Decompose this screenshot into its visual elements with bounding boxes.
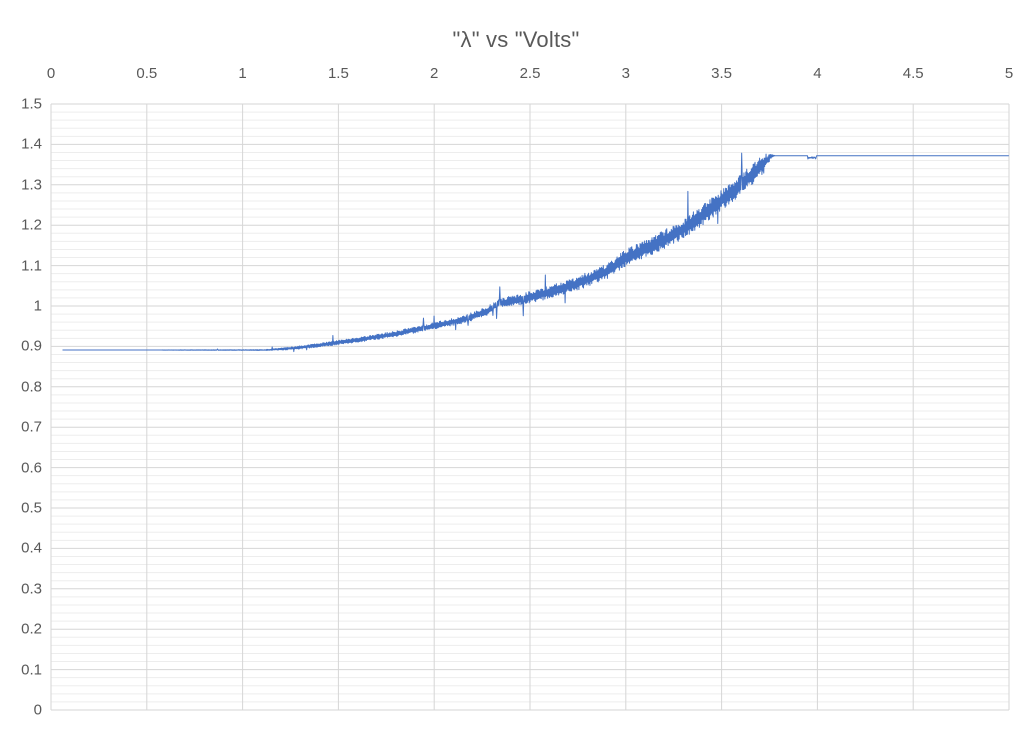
- series-line-lambda: [62, 152, 1009, 353]
- x-tick-label: 4.5: [902, 65, 924, 82]
- x-tick-label: 3.5: [711, 65, 733, 82]
- y-tick-label: 0.1: [21, 661, 42, 679]
- y-tick-label: 1.2: [21, 216, 42, 234]
- x-tick-label: 1.5: [327, 65, 349, 82]
- y-tick-label: 1: [33, 297, 42, 315]
- chart-title: "λ" vs "Volts": [452, 27, 580, 52]
- x-tick-label: 0: [46, 65, 56, 82]
- x-tick-label: 4: [813, 65, 822, 82]
- y-tick-label: 0.2: [21, 620, 42, 638]
- x-tick-label: 0.5: [136, 65, 158, 82]
- y-tick-label: 0.5: [21, 499, 42, 517]
- y-tick-label: 0.6: [21, 459, 42, 477]
- y-tick-label: 0.7: [21, 418, 42, 436]
- y-tick-label: 0: [33, 701, 42, 719]
- y-tick-label: 0.3: [21, 580, 42, 598]
- y-tick-label: 0.4: [21, 539, 42, 557]
- x-tick-label: 5: [1004, 65, 1014, 82]
- y-tick-label: 1.3: [21, 176, 42, 194]
- x-tick-label: 1: [238, 65, 247, 82]
- x-tick-label: 2: [430, 65, 439, 82]
- y-tick-label: 0.9: [21, 337, 42, 355]
- y-tick-label: 1.5: [21, 95, 42, 113]
- y-tick-label: 1.4: [21, 135, 42, 153]
- x-tick-label: 3: [621, 65, 630, 82]
- x-tick-label: 2.5: [519, 65, 541, 82]
- y-tick-label: 1.1: [21, 257, 42, 275]
- y-tick-label: 0.8: [21, 378, 42, 396]
